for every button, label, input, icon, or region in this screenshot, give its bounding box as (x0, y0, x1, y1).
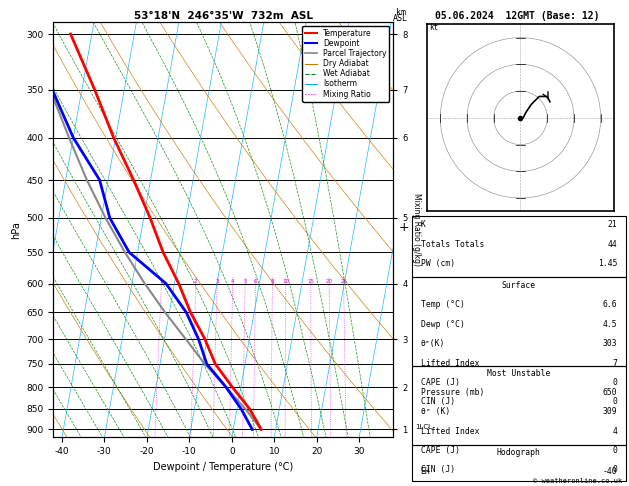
Text: 25: 25 (340, 278, 347, 283)
Title: 53°18'N  246°35'W  732m  ASL: 53°18'N 246°35'W 732m ASL (134, 11, 313, 21)
Text: 05.06.2024  12GMT (Base: 12): 05.06.2024 12GMT (Base: 12) (435, 11, 599, 21)
Text: Most Unstable: Most Unstable (487, 368, 550, 378)
Bar (412, 216, 626, 277)
Y-axis label: Mixing Ratio (g/kg): Mixing Ratio (g/kg) (413, 193, 421, 266)
Text: -40: -40 (603, 467, 617, 476)
X-axis label: Dewpoint / Temperature (°C): Dewpoint / Temperature (°C) (153, 462, 293, 472)
Text: Hodograph: Hodograph (497, 448, 541, 457)
Text: 15: 15 (308, 278, 314, 283)
Text: 8: 8 (270, 278, 274, 283)
Text: ASL: ASL (393, 14, 408, 23)
Text: Surface: Surface (502, 281, 536, 290)
Text: 6: 6 (254, 278, 257, 283)
Text: 5: 5 (243, 278, 247, 283)
Text: CIN (J): CIN (J) (421, 465, 455, 474)
Text: 0: 0 (613, 397, 617, 406)
Text: 44: 44 (608, 240, 617, 248)
Legend: Temperature, Dewpoint, Parcel Trajectory, Dry Adiabat, Wet Adiabat, Isotherm, Mi: Temperature, Dewpoint, Parcel Trajectory… (302, 26, 389, 102)
Text: Lifted Index: Lifted Index (421, 359, 479, 367)
Text: km: km (396, 8, 406, 17)
Text: CAPE (J): CAPE (J) (421, 446, 460, 455)
Text: kt: kt (430, 23, 439, 32)
Text: 10: 10 (282, 278, 289, 283)
Text: Dewp (°C): Dewp (°C) (421, 320, 464, 329)
Text: Totals Totals: Totals Totals (421, 240, 484, 248)
Text: CIN (J): CIN (J) (421, 397, 455, 406)
Bar (412, 445, 626, 481)
Text: 309: 309 (603, 407, 617, 416)
Text: 0: 0 (613, 446, 617, 455)
Y-axis label: hPa: hPa (11, 221, 21, 239)
Text: θᵉ(K): θᵉ(K) (421, 339, 445, 348)
Text: EH: EH (421, 467, 430, 476)
Text: 1LCL: 1LCL (415, 424, 432, 430)
Text: PW (cm): PW (cm) (421, 259, 455, 268)
Text: Lifted Index: Lifted Index (421, 427, 479, 435)
Text: 21: 21 (608, 220, 617, 229)
Text: CAPE (J): CAPE (J) (421, 378, 460, 387)
Bar (412, 366, 626, 445)
Text: 650: 650 (603, 388, 617, 397)
Text: 3: 3 (215, 278, 219, 283)
Text: 20: 20 (326, 278, 333, 283)
Text: 4.5: 4.5 (603, 320, 617, 329)
Text: 4: 4 (231, 278, 235, 283)
Text: 1: 1 (160, 278, 164, 283)
Text: 7: 7 (613, 359, 617, 367)
Text: 2: 2 (194, 278, 198, 283)
Text: 0: 0 (613, 465, 617, 474)
Bar (412, 277, 626, 366)
Text: © weatheronline.co.uk: © weatheronline.co.uk (533, 478, 623, 484)
Text: +: + (398, 221, 409, 234)
Text: 0: 0 (613, 378, 617, 387)
Text: θᵉ (K): θᵉ (K) (421, 407, 450, 416)
Text: Temp (°C): Temp (°C) (421, 300, 464, 310)
Text: Pressure (mb): Pressure (mb) (421, 388, 484, 397)
Text: 303: 303 (603, 339, 617, 348)
Text: 4: 4 (613, 427, 617, 435)
Text: 1.45: 1.45 (598, 259, 617, 268)
Text: 6.6: 6.6 (603, 300, 617, 310)
Text: K: K (421, 220, 425, 229)
